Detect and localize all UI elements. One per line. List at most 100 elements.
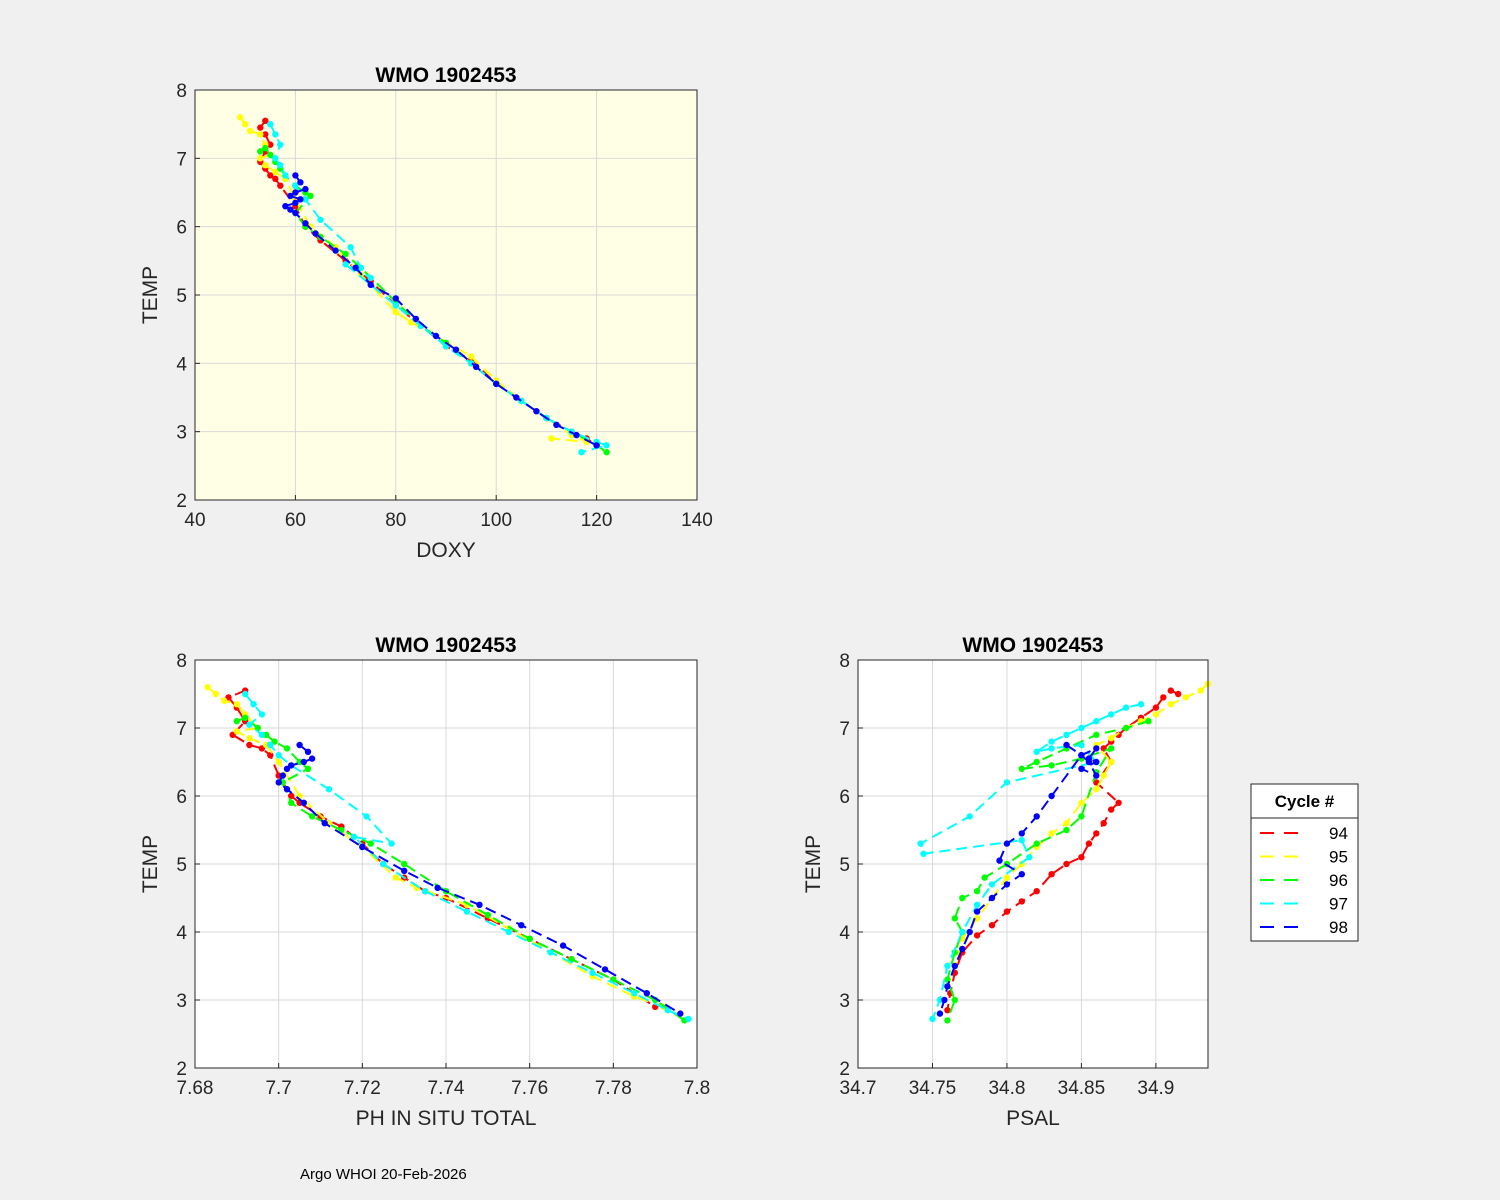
data-point [283,745,291,752]
y-axis-label: TEMP [139,835,162,893]
x-tick-label: 80 [385,510,406,531]
data-point [920,850,927,857]
data-point [267,141,274,148]
y-tick-label: 6 [176,218,187,239]
data-point [233,701,240,708]
axes-frame [194,89,698,501]
data-point [363,813,370,820]
data-point [1033,813,1040,820]
data-point [452,346,460,353]
data-point [1167,701,1175,708]
cycle-legend: Cycle # 94 95 96 97 98 [1250,783,1359,942]
data-point [973,901,981,908]
data-point [1093,786,1100,793]
data-point [342,261,349,268]
data-point [292,172,299,179]
legend-entry-95: 95 [1260,848,1348,867]
data-point [1085,840,1093,847]
legend-label: 96 [1329,871,1348,890]
data-point [277,162,284,169]
data-point [1108,745,1115,752]
x-tick-label: 100 [480,510,512,531]
data-point [548,435,555,442]
data-point [973,908,981,915]
data-point [272,168,279,176]
data-point [1003,840,1011,847]
series-cycle-98 [275,741,684,1017]
data-point [1063,860,1070,868]
data-point [1033,758,1040,766]
data-point [367,840,374,847]
data-point [664,1007,671,1014]
data-point [292,182,299,189]
data-point [300,758,307,766]
data-point [1018,871,1025,878]
y-tick-label: 7 [176,719,187,740]
data-point [347,244,354,251]
data-point [258,731,266,738]
data-point [392,302,399,309]
data-point [966,813,973,820]
x-tick-label: 7.78 [595,1078,632,1099]
data-point [959,894,966,902]
data-point [1003,908,1011,915]
data-point [367,274,374,282]
data-point [258,711,266,718]
data-point [342,250,349,258]
data-point [589,969,596,976]
data-point [944,1017,951,1024]
chart-title: WMO 1902453 [375,64,516,87]
data-point [1018,765,1025,772]
data-point [677,1010,684,1017]
legend-label: 94 [1329,824,1348,843]
data-point [1048,871,1055,878]
x-tick-label: 34.7 [840,1078,877,1099]
data-point [272,131,279,138]
data-point [288,799,295,806]
data-point [302,220,309,227]
data-point [1093,772,1100,779]
data-point [1078,765,1085,772]
data-point [267,151,274,159]
data-point [1100,820,1107,827]
data-point [603,449,610,456]
chart-title: WMO 1902453 [375,634,516,657]
data-point [332,247,339,254]
data-point [518,922,525,929]
data-point [944,1007,951,1014]
data-point [1197,687,1204,694]
data-point [1048,762,1055,769]
series-cycle-98 [936,741,1100,1017]
psal-temp-axes: 34.7 34.75 34.8 34.85 34.9 2 3 4 5 6 7 8 WMO 1902453… [802,634,1212,1130]
data-point [212,690,220,698]
data-point [1048,830,1055,837]
data-point [250,701,257,708]
y-tick-label: 4 [176,354,187,375]
data-point [267,752,274,759]
data-point [1152,711,1160,718]
data-point [392,308,399,316]
data-point [1033,888,1040,895]
data-point [493,380,500,387]
data-point [262,131,269,138]
legend-box [1250,783,1359,942]
series-cycle-98 [282,172,600,449]
data-point [476,901,483,908]
y-tick-label: 6 [839,787,850,808]
x-tick-label: 7.68 [177,1078,214,1099]
y-tick-label: 8 [839,651,850,672]
series-line [946,689,1179,1011]
data-point [959,928,966,936]
data-point [959,945,966,953]
series-line [946,683,1209,987]
data-point [526,935,533,942]
data-point [1108,711,1115,718]
data-point [275,752,282,759]
data-point [302,196,309,203]
data-point [247,127,254,135]
data-point [262,144,269,152]
data-point [1093,731,1100,738]
data-point [297,179,304,186]
data-point [973,915,981,922]
